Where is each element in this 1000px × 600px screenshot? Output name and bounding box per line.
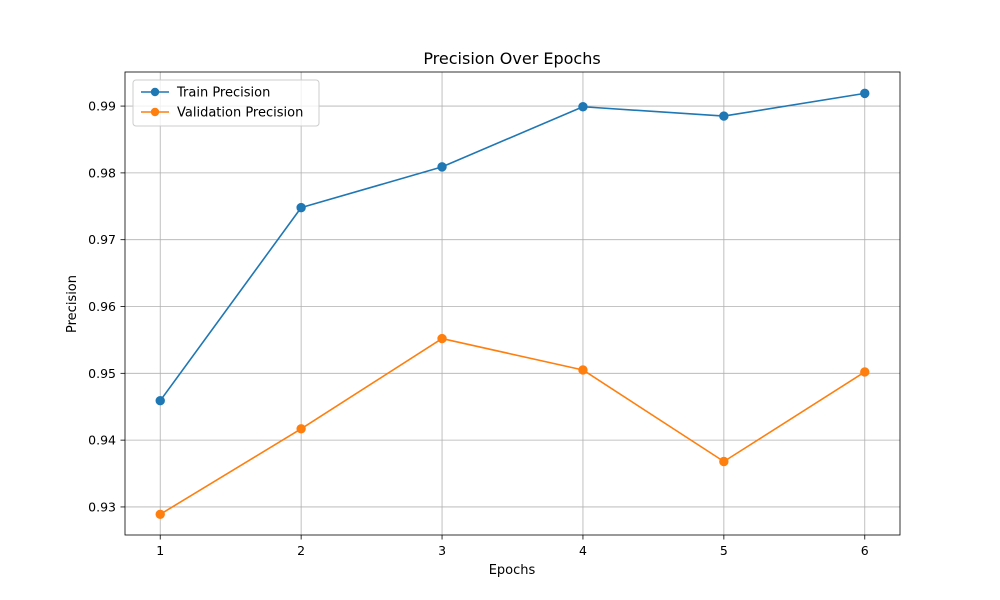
x-tick-label: 5	[720, 543, 728, 558]
series-layer	[155, 88, 870, 519]
y-tick-label: 0.93	[88, 499, 116, 514]
y-tick-label: 0.96	[88, 299, 116, 314]
series-validation-precision	[155, 333, 870, 519]
data-point	[155, 396, 165, 406]
legend-marker	[150, 107, 160, 117]
data-point	[860, 367, 870, 377]
legend-box	[132, 79, 320, 127]
series-line	[159, 92, 865, 402]
data-point	[719, 111, 729, 121]
x-tick-label: 6	[861, 543, 869, 558]
axes-layer: 1 2 3 4 5 6 0.93 0.94 0.95 0.96 0.97 0.98 0.99	[88, 71, 901, 558]
data-point	[719, 456, 729, 467]
data-point	[860, 88, 870, 99]
legend-marker	[150, 87, 160, 97]
chart-title: Precision Over Epochs	[423, 49, 600, 68]
y-tick-label: 0.98	[88, 165, 116, 180]
data-point	[578, 102, 588, 112]
data-point	[437, 162, 447, 172]
x-tick-label: 3	[438, 543, 446, 558]
x-axis-label: Epochs	[489, 563, 536, 578]
y-tick-label: 0.95	[88, 366, 116, 381]
plot-frame	[124, 71, 901, 536]
data-point	[578, 365, 588, 375]
legend: Train Precision Validation Precision	[132, 79, 320, 127]
legend-label: Validation Precision	[177, 106, 303, 121]
x-tick-label: 2	[297, 543, 305, 558]
x-tick-label: 4	[579, 543, 587, 558]
series-train-precision	[155, 88, 870, 406]
y-tick-label: 0.99	[88, 99, 116, 114]
series-line	[159, 337, 866, 515]
y-tick-label: 0.97	[88, 232, 116, 247]
x-tick-label: 1	[156, 543, 164, 558]
y-tick-label: 0.94	[88, 433, 116, 448]
legend-label: Train Precision	[176, 86, 270, 101]
data-point	[296, 424, 306, 434]
data-point	[437, 333, 447, 344]
grid-layer	[125, 72, 900, 535]
data-point	[296, 202, 306, 213]
data-point	[155, 509, 165, 519]
y-axis-label: Precision	[65, 275, 80, 333]
